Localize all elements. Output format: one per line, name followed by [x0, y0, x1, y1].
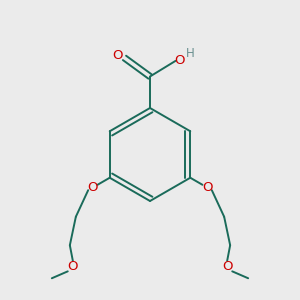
Text: H: H — [185, 47, 194, 61]
Text: O: O — [88, 181, 98, 194]
Text: O: O — [202, 181, 212, 194]
Text: O: O — [223, 260, 233, 273]
Text: O: O — [174, 54, 185, 67]
Text: O: O — [67, 260, 77, 273]
Text: O: O — [113, 49, 123, 62]
